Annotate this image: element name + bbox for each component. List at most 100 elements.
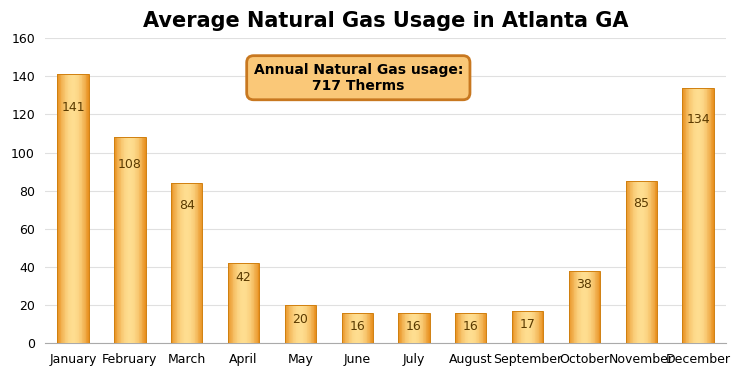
Bar [479, 313, 480, 343]
Bar [484, 313, 485, 343]
Bar [66, 74, 67, 343]
Bar [363, 313, 364, 343]
Bar [656, 181, 657, 343]
Bar [82, 74, 83, 343]
Bar [243, 263, 245, 343]
Bar [591, 271, 592, 343]
Bar [400, 313, 401, 343]
Bar [133, 137, 134, 343]
Bar [425, 313, 426, 343]
Bar [302, 305, 303, 343]
Bar [122, 137, 123, 343]
Bar [457, 313, 458, 343]
Bar [465, 313, 466, 343]
Bar [255, 263, 256, 343]
Bar [520, 311, 521, 343]
Bar [575, 271, 576, 343]
Bar [366, 313, 367, 343]
Bar [116, 137, 117, 343]
Bar [599, 271, 600, 343]
Bar [367, 313, 368, 343]
Bar [534, 311, 535, 343]
Bar [294, 305, 295, 343]
Bar [174, 183, 175, 343]
Bar [201, 183, 202, 343]
Bar [627, 181, 628, 343]
Bar [83, 74, 84, 343]
Bar [530, 311, 532, 343]
Bar [58, 74, 59, 343]
Bar [696, 88, 697, 343]
Text: 42: 42 [236, 271, 251, 284]
Bar [356, 313, 357, 343]
Bar [522, 311, 523, 343]
Bar [459, 313, 460, 343]
Bar [300, 305, 301, 343]
Bar [460, 313, 461, 343]
Bar [597, 271, 598, 343]
Bar [192, 183, 193, 343]
Bar [525, 311, 526, 343]
Bar [288, 305, 289, 343]
Bar [362, 313, 363, 343]
Bar [515, 311, 516, 343]
Bar [568, 271, 600, 343]
Bar [626, 181, 657, 343]
Bar [186, 183, 187, 343]
Bar [143, 137, 144, 343]
Bar [139, 137, 140, 343]
Bar [290, 305, 291, 343]
Bar [458, 313, 459, 343]
Bar [428, 313, 429, 343]
Bar [713, 88, 714, 343]
Bar [642, 181, 643, 343]
Bar [351, 313, 353, 343]
Bar [72, 74, 73, 343]
Bar [539, 311, 540, 343]
Bar [537, 311, 538, 343]
Bar [419, 313, 420, 343]
Bar [124, 137, 125, 343]
Bar [683, 88, 684, 343]
Bar [258, 263, 259, 343]
Bar [369, 313, 370, 343]
Bar [69, 74, 70, 343]
Bar [483, 313, 484, 343]
Bar [181, 183, 182, 343]
Bar [70, 74, 71, 343]
Bar [171, 183, 172, 343]
Bar [74, 74, 75, 343]
Bar [475, 313, 476, 343]
Bar [686, 88, 687, 343]
Bar [252, 263, 253, 343]
Bar [73, 74, 74, 343]
Text: 16: 16 [463, 320, 479, 333]
Bar [689, 88, 690, 343]
Bar [641, 181, 642, 343]
Bar [292, 305, 293, 343]
Bar [353, 313, 354, 343]
Bar [249, 263, 250, 343]
Bar [414, 313, 415, 343]
Bar [695, 88, 696, 343]
Bar [541, 311, 542, 343]
Bar [81, 74, 82, 343]
Bar [57, 74, 58, 343]
Bar [308, 305, 309, 343]
Bar [114, 137, 145, 343]
Bar [512, 311, 543, 343]
Bar [577, 271, 578, 343]
Bar [536, 311, 537, 343]
Bar [482, 313, 483, 343]
Bar [652, 181, 653, 343]
Bar [529, 311, 530, 343]
Bar [365, 313, 366, 343]
Bar [513, 311, 514, 343]
Bar [580, 271, 581, 343]
Bar [127, 137, 128, 343]
Bar [235, 263, 236, 343]
Bar [592, 271, 593, 343]
Bar [632, 181, 633, 343]
Bar [131, 137, 132, 343]
Bar [195, 183, 196, 343]
